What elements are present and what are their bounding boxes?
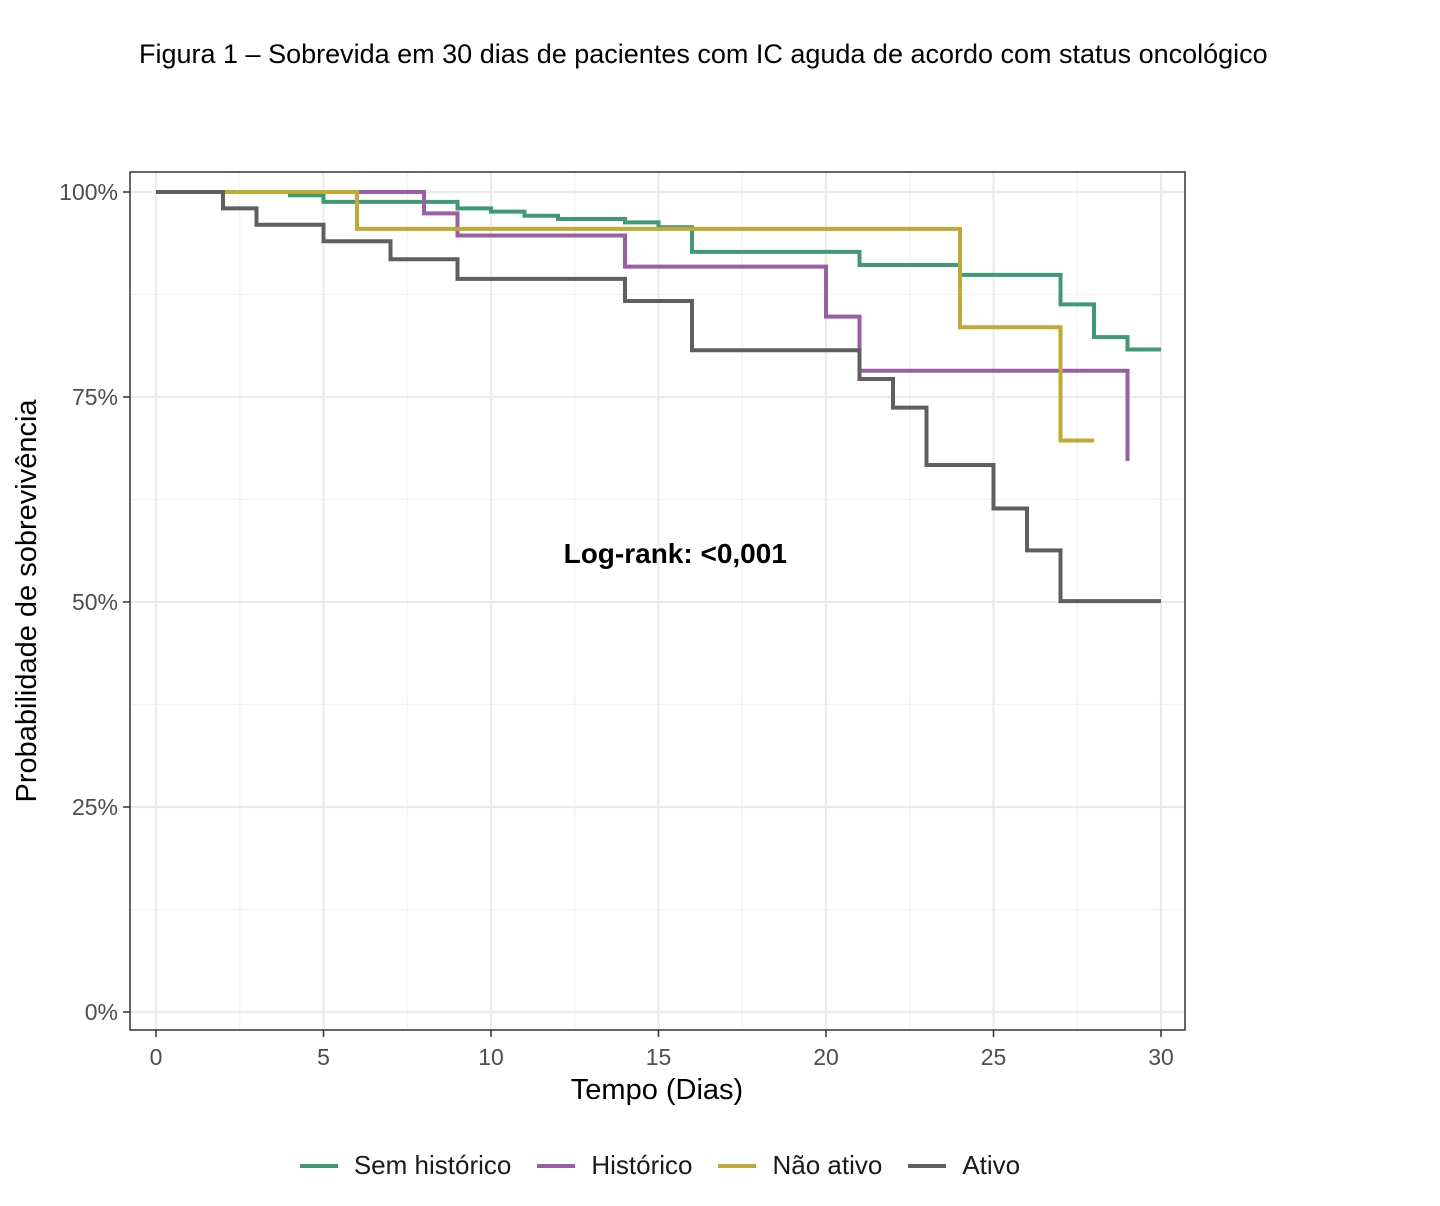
legend-key-line [537, 1163, 576, 1168]
y-tick-label: 25% [72, 794, 118, 820]
log-rank-annotation: Log-rank: <0,001 [564, 538, 787, 569]
x-axis-title: Tempo (Dias) [571, 1074, 743, 1106]
x-tick-label: 25 [981, 1044, 1007, 1070]
x-tick-label: 10 [478, 1044, 504, 1070]
x-tick-label: 30 [1148, 1044, 1174, 1070]
legend-item: Sem histórico [299, 1150, 512, 1181]
legend-label: Sem histórico [353, 1150, 512, 1180]
axis-ticks: 0 5 10 15 20 25 30 0% 25% 50% 75% 100% [59, 179, 1174, 1070]
survival-curve-n-o-ativo [156, 190, 1094, 443]
x-tick-label: 15 [646, 1044, 672, 1070]
legend-item: Ativo [908, 1150, 1020, 1181]
legend-label: Histórico [591, 1150, 693, 1180]
legend-key-line [718, 1163, 757, 1168]
legend-label: Ativo [962, 1150, 1021, 1180]
y-axis-title: Probabilidade de sobrevivência [11, 399, 43, 803]
legend-item: Não ativo [718, 1150, 882, 1181]
survival-curves [156, 190, 1161, 604]
survival-curve-ativo [156, 190, 1161, 604]
y-tick-label: 50% [72, 589, 118, 615]
legend-key-line [299, 1163, 338, 1168]
survival-curve-sem-hist-rico [156, 190, 1161, 352]
legend: Sem histórico Histórico Não ativo Ativo [0, 1150, 1320, 1181]
y-tick-label: 75% [72, 384, 118, 410]
legend-item: Histórico [537, 1150, 692, 1181]
figure-caption: Figura 1 – Sobrevida em 30 dias de pacie… [139, 39, 1268, 69]
x-tick-label: 20 [813, 1044, 839, 1070]
plot-panel-border [129, 171, 1186, 1031]
legend-key-line [908, 1163, 947, 1168]
survival-chart: 0 5 10 15 20 25 30 0% 25% 50% 75% 100% Log-rank: <0… [11, 171, 1186, 1106]
y-tick-label: 100% [59, 179, 118, 205]
legend-label: Não ativo [772, 1150, 883, 1180]
y-tick-label: 0% [85, 999, 118, 1025]
x-tick-label: 0 [150, 1044, 163, 1070]
x-tick-label: 5 [317, 1044, 330, 1070]
